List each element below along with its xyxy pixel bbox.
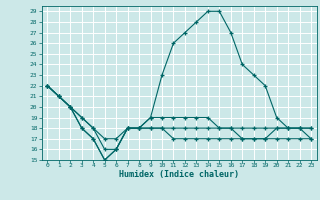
- X-axis label: Humidex (Indice chaleur): Humidex (Indice chaleur): [119, 170, 239, 179]
